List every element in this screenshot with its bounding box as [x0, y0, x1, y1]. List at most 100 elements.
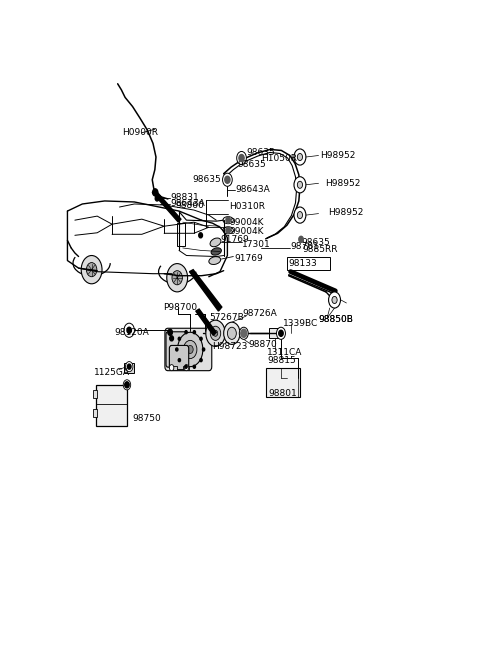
Circle shape [185, 331, 187, 334]
Circle shape [297, 154, 302, 161]
Circle shape [294, 176, 306, 193]
Text: H0310R: H0310R [229, 201, 265, 211]
Circle shape [127, 364, 131, 369]
FancyBboxPatch shape [166, 332, 188, 367]
Ellipse shape [209, 256, 221, 264]
Circle shape [226, 217, 230, 223]
Circle shape [172, 271, 182, 285]
Circle shape [183, 340, 197, 359]
Circle shape [81, 255, 102, 284]
Circle shape [127, 327, 132, 333]
Text: 98643A: 98643A [236, 186, 270, 194]
Circle shape [329, 292, 340, 308]
FancyBboxPatch shape [169, 346, 189, 370]
Polygon shape [152, 191, 181, 222]
Circle shape [203, 348, 204, 351]
Text: 98701: 98701 [290, 242, 319, 251]
Bar [266, 367, 300, 397]
Text: 1125GA: 1125GA [94, 368, 130, 377]
Text: 91769: 91769 [220, 235, 249, 244]
Circle shape [193, 331, 195, 334]
Circle shape [223, 173, 232, 186]
Text: 98750: 98750 [132, 414, 161, 422]
Text: 91769: 91769 [234, 253, 263, 262]
Text: P98700: P98700 [163, 302, 198, 312]
Circle shape [225, 176, 230, 183]
Text: H98952: H98952 [329, 207, 364, 216]
Circle shape [170, 336, 173, 341]
Circle shape [294, 207, 306, 223]
Text: 98860: 98860 [176, 201, 204, 209]
Text: 98850B: 98850B [318, 315, 353, 323]
Text: 17301: 17301 [242, 240, 271, 249]
Ellipse shape [211, 248, 221, 255]
Bar [96, 385, 127, 426]
Text: 98635: 98635 [301, 238, 330, 247]
Circle shape [178, 333, 203, 367]
Bar [269, 328, 280, 338]
Circle shape [332, 297, 337, 304]
FancyBboxPatch shape [165, 328, 212, 371]
Circle shape [200, 337, 202, 340]
Text: 98643A: 98643A [171, 199, 205, 209]
Circle shape [168, 329, 172, 335]
Circle shape [176, 348, 178, 351]
Text: 98801: 98801 [268, 390, 297, 398]
Circle shape [123, 380, 131, 390]
Circle shape [240, 327, 248, 339]
Text: 98133: 98133 [288, 258, 317, 268]
Text: H1050R: H1050R [261, 154, 297, 163]
Circle shape [226, 227, 230, 234]
Text: 98120A: 98120A [114, 328, 149, 337]
Circle shape [178, 337, 180, 340]
Circle shape [124, 323, 134, 337]
Circle shape [297, 212, 302, 218]
Circle shape [200, 359, 202, 361]
Circle shape [187, 346, 193, 354]
Text: H0900R: H0900R [122, 129, 158, 137]
Text: 1339BC: 1339BC [282, 319, 318, 328]
Circle shape [297, 181, 302, 188]
Bar [94, 409, 97, 417]
Ellipse shape [223, 216, 233, 224]
Polygon shape [190, 270, 222, 311]
Ellipse shape [210, 238, 221, 247]
Circle shape [169, 365, 174, 371]
Circle shape [237, 152, 246, 165]
Ellipse shape [223, 227, 233, 234]
Circle shape [239, 155, 244, 161]
Circle shape [185, 365, 187, 368]
Bar [287, 256, 330, 270]
Bar [177, 223, 185, 247]
Bar [94, 390, 97, 398]
Text: 98850B: 98850B [318, 315, 353, 323]
Circle shape [210, 326, 221, 340]
Circle shape [213, 330, 218, 337]
Circle shape [125, 361, 133, 372]
Text: 57267B: 57267B [209, 313, 243, 321]
Text: 9885RR: 9885RR [302, 245, 338, 254]
Circle shape [153, 189, 158, 196]
Text: 98870: 98870 [248, 340, 277, 349]
Text: H98952: H98952 [325, 179, 360, 188]
Text: 98726A: 98726A [242, 308, 277, 318]
Circle shape [294, 149, 306, 165]
Bar [183, 365, 190, 370]
Circle shape [199, 233, 203, 238]
Circle shape [125, 382, 129, 388]
Circle shape [167, 264, 188, 292]
Polygon shape [196, 309, 216, 335]
Circle shape [184, 365, 189, 371]
Circle shape [279, 330, 283, 337]
Text: 98815: 98815 [267, 356, 296, 365]
Circle shape [178, 359, 180, 361]
Circle shape [206, 320, 225, 346]
Circle shape [155, 196, 159, 201]
Circle shape [241, 329, 247, 337]
Bar [170, 365, 177, 370]
Text: 98635: 98635 [247, 148, 276, 157]
Text: H98723: H98723 [212, 342, 247, 351]
Circle shape [86, 262, 97, 277]
Text: H98952: H98952 [321, 151, 356, 160]
Text: 99004K: 99004K [229, 218, 264, 227]
